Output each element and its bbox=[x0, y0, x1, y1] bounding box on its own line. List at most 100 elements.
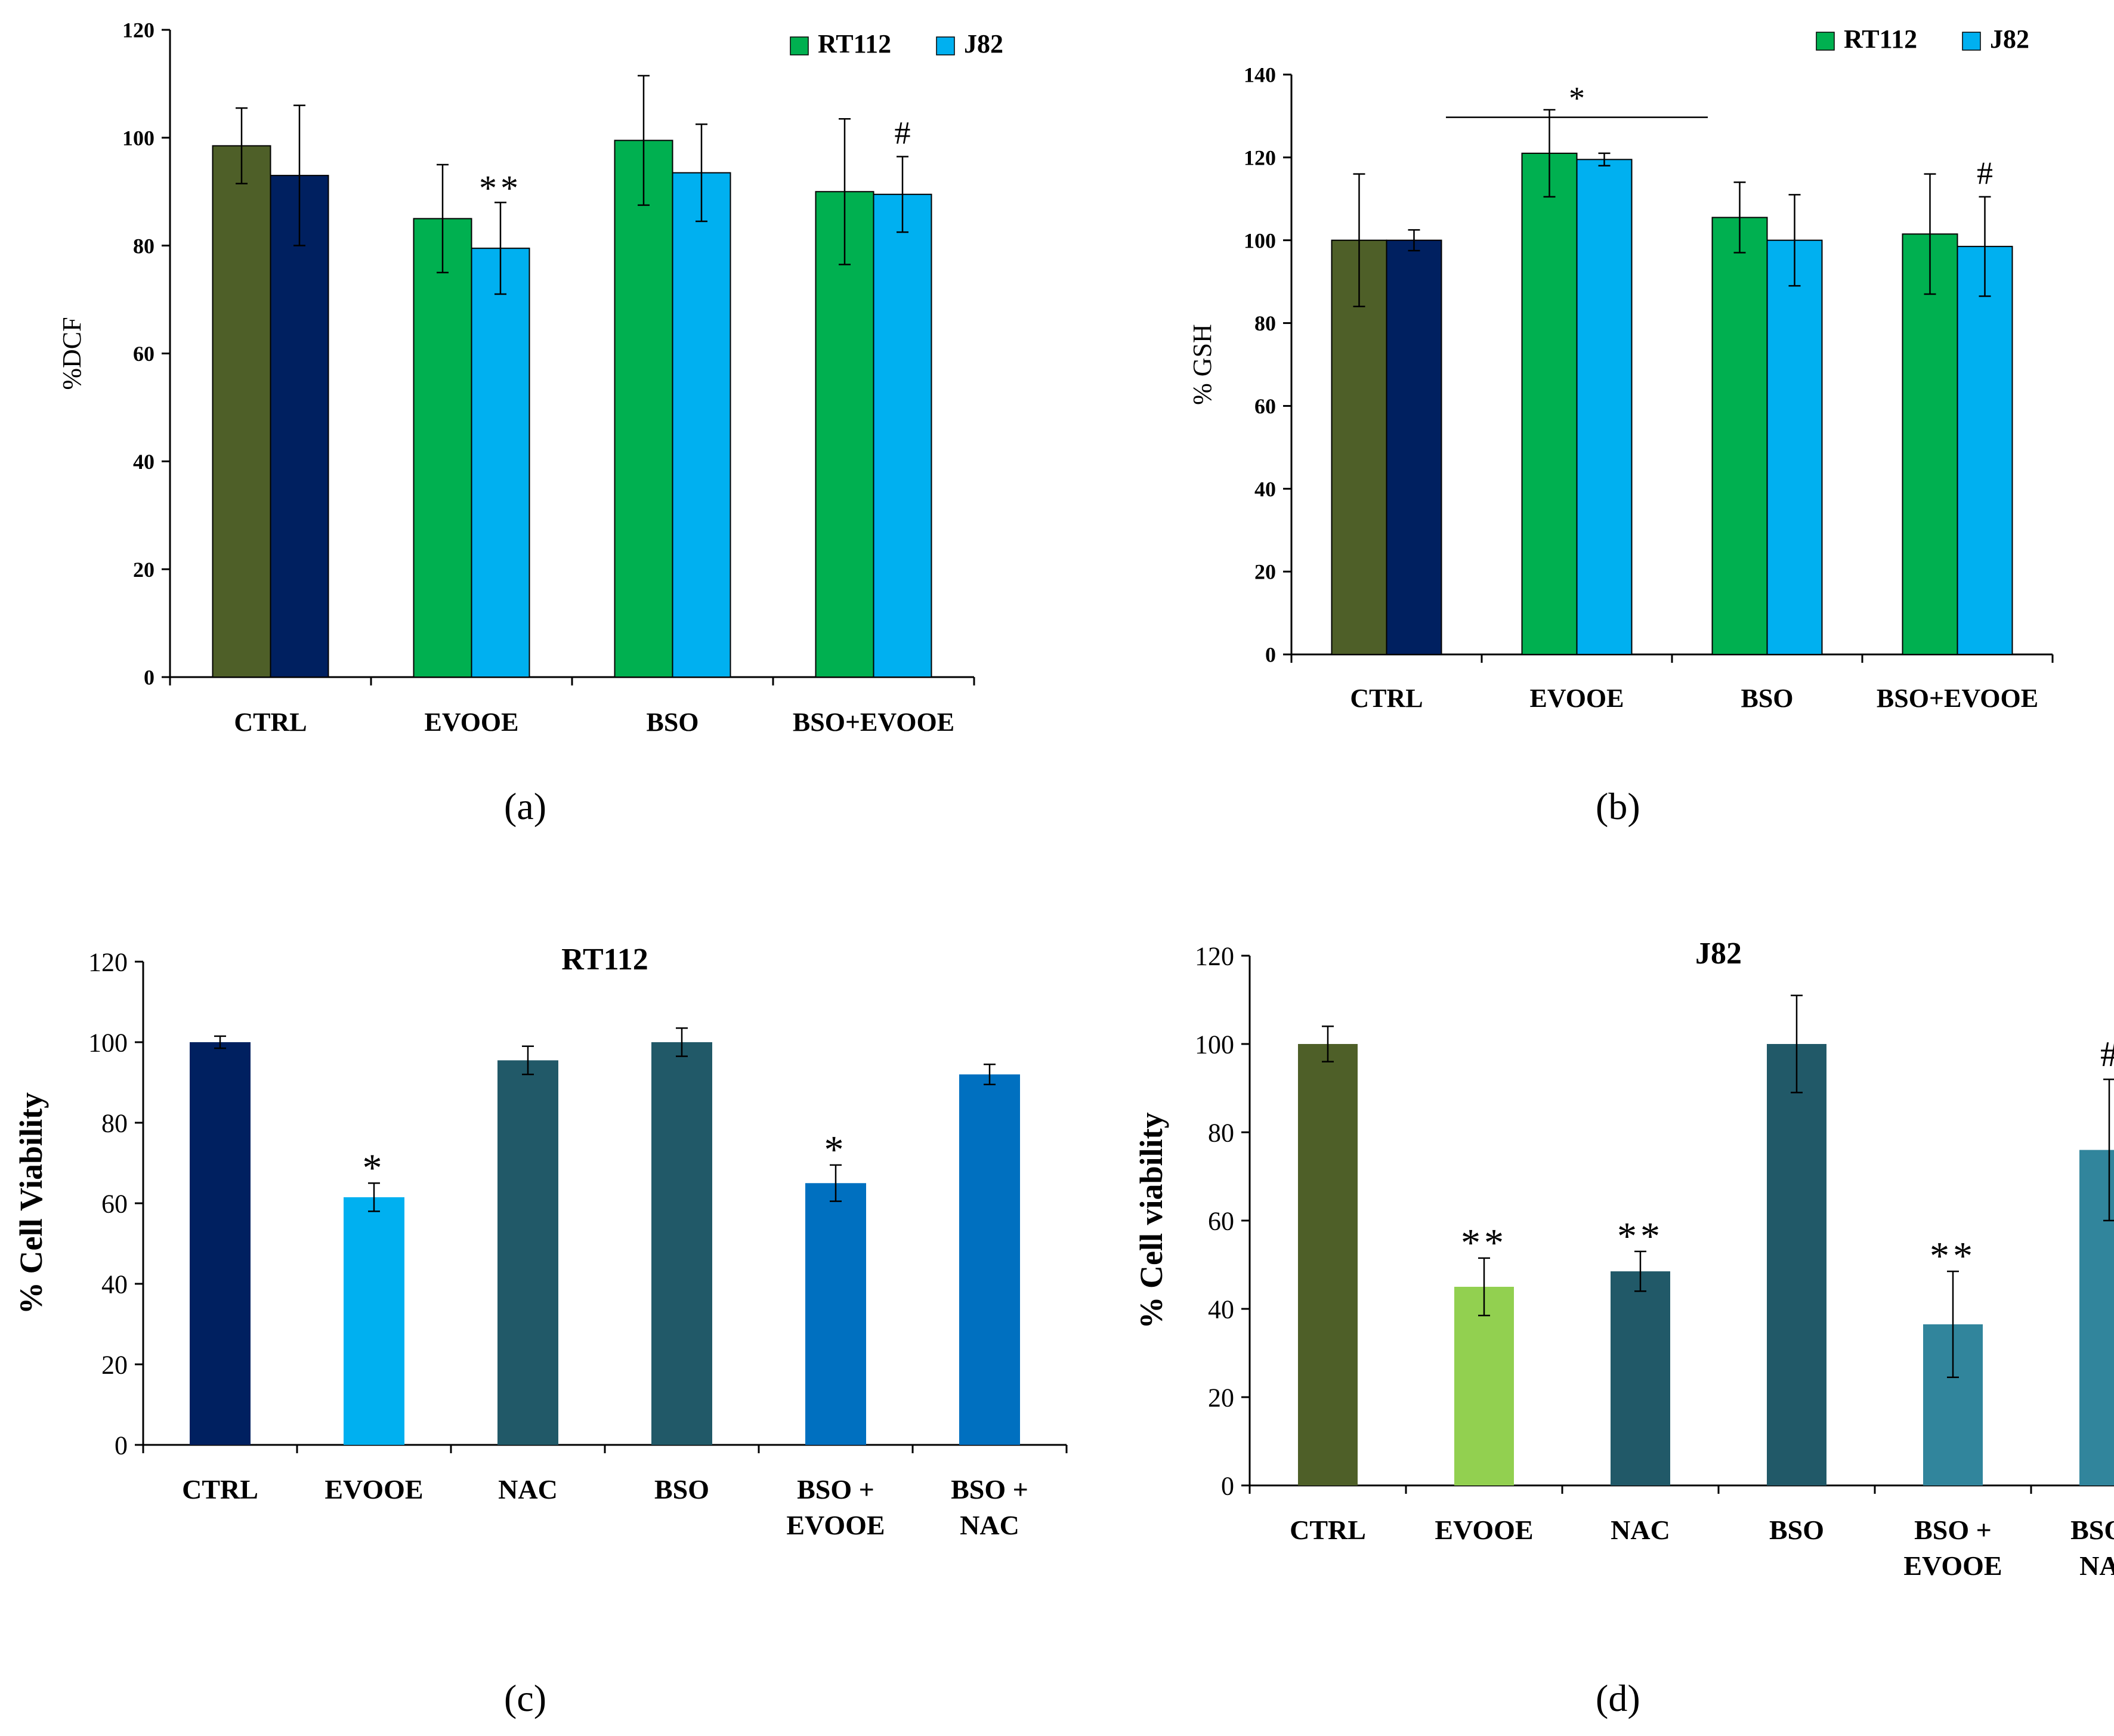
legend-label: RT112 bbox=[1844, 24, 1917, 54]
bar-J82-3 bbox=[1767, 1044, 1826, 1485]
significance-mark: ** bbox=[1461, 1221, 1507, 1265]
bar-J82-0 bbox=[1298, 1044, 1358, 1485]
bar-RT112-3 bbox=[651, 1042, 712, 1445]
legend-swatch-J82 bbox=[936, 36, 955, 55]
x-category-label-line: BSO bbox=[1769, 1515, 1824, 1545]
x-category-label: BSO bbox=[654, 1474, 709, 1505]
significance-mark: ** bbox=[1617, 1215, 1664, 1258]
chart-b: 0 20 40 60 80 100 120 140 CTRL EVOOE BSO BSO+EVOOE%… bbox=[1188, 24, 2054, 713]
y-tick-label: 40 bbox=[101, 1269, 128, 1299]
chart-a: 0 20 40 60 80 100 120 CTRL EVOOE BSO BSO+EVOOE %DCF… bbox=[57, 18, 1003, 737]
x-category-label: CTRL bbox=[234, 708, 307, 737]
x-category-label: EVOOE bbox=[324, 1474, 423, 1505]
y-tick-label: 20 bbox=[133, 558, 154, 582]
x-category-label-line: BSO+EVOOE bbox=[1877, 684, 2038, 713]
x-category-label-line: BSO+EVOOE bbox=[793, 708, 954, 737]
y-axis-label: %DCF bbox=[57, 317, 86, 390]
panel-label-d: (d) bbox=[1596, 1677, 1640, 1719]
bar-RT112-1 bbox=[413, 218, 472, 678]
bar-RT112-0 bbox=[190, 1042, 251, 1445]
x-category-label-line: BSO + bbox=[2070, 1515, 2114, 1545]
x-category-label-line: NAC bbox=[2079, 1550, 2114, 1581]
significance-mark: # bbox=[2100, 1034, 2114, 1074]
legend-label: J82 bbox=[964, 29, 1003, 58]
y-tick-label: 80 bbox=[1208, 1118, 1234, 1147]
legend-swatch-RT112 bbox=[790, 36, 809, 55]
x-category-label-line: CTRL bbox=[1290, 1515, 1366, 1545]
bar-J82-2 bbox=[1611, 1271, 1670, 1485]
y-tick-label: 0 bbox=[1265, 643, 1276, 667]
y-tick-label: 40 bbox=[133, 450, 154, 474]
x-category-label: CTRL bbox=[1350, 684, 1423, 713]
x-category-label: BSO + NAC bbox=[2070, 1515, 2114, 1581]
bar-RT112-4 bbox=[805, 1183, 866, 1445]
x-category-label: BSO + NAC bbox=[951, 1474, 1028, 1540]
significance-mark: * bbox=[824, 1128, 848, 1172]
y-tick-label: 20 bbox=[101, 1350, 128, 1379]
y-tick-label: 0 bbox=[1221, 1471, 1234, 1500]
x-category-label-line: BSO + bbox=[797, 1474, 874, 1505]
x-category-label-line: NAC bbox=[960, 1510, 1019, 1540]
significance-mark: * bbox=[1569, 81, 1585, 116]
x-category-label-line: BSO bbox=[654, 1474, 709, 1505]
y-tick-label: 60 bbox=[101, 1189, 128, 1218]
y-tick-label: 140 bbox=[1244, 63, 1276, 87]
chart-title: J82 bbox=[1695, 937, 1742, 971]
panel-label-b: (b) bbox=[1596, 785, 1640, 827]
significance-mark: * bbox=[363, 1146, 386, 1190]
x-category-label: NAC bbox=[1611, 1515, 1670, 1545]
bar-RT112-1 bbox=[1521, 152, 1578, 655]
y-axis-label: % Cell viability bbox=[1133, 1113, 1169, 1329]
x-category-label-line: EVOOE bbox=[1529, 684, 1624, 713]
y-tick-label: 120 bbox=[1244, 146, 1276, 169]
y-tick-label: 20 bbox=[1254, 560, 1276, 584]
legend-label: RT112 bbox=[818, 29, 891, 58]
y-tick-label: 60 bbox=[1254, 394, 1276, 418]
chart-title: RT112 bbox=[561, 943, 648, 977]
y-tick-label: 100 bbox=[1195, 1030, 1234, 1059]
y-tick-label: 120 bbox=[88, 947, 128, 977]
x-category-label: BSO+EVOOE bbox=[1877, 684, 2038, 713]
y-tick-label: 100 bbox=[1244, 228, 1276, 252]
x-category-label: BSO bbox=[1769, 1515, 1824, 1545]
x-category-label-line: CTRL bbox=[182, 1474, 258, 1505]
x-category-label-line: NAC bbox=[1611, 1515, 1670, 1545]
bar-RT112-1 bbox=[344, 1197, 404, 1445]
x-category-label: EVOOE bbox=[1435, 1515, 1533, 1545]
y-tick-label: 80 bbox=[101, 1108, 128, 1138]
panel-label-a: (a) bbox=[504, 785, 547, 827]
x-category-label: BSO bbox=[646, 708, 699, 737]
y-tick-label: 80 bbox=[1254, 311, 1276, 335]
legend-swatch-J82 bbox=[1962, 32, 1981, 51]
bar-J82-5 bbox=[2079, 1150, 2114, 1485]
bar-J82-0 bbox=[270, 175, 329, 678]
x-category-label-line: BSO bbox=[1741, 684, 1793, 713]
x-category-label-line: EVOOE bbox=[324, 1474, 423, 1505]
y-tick-label: 120 bbox=[1195, 941, 1234, 971]
bar-J82-0 bbox=[1386, 239, 1442, 655]
y-axis-label: % GSH bbox=[1188, 324, 1217, 405]
x-category-label-line: EVOOE bbox=[1435, 1515, 1533, 1545]
significance-mark: ** bbox=[479, 168, 522, 208]
x-category-label: CTRL bbox=[1290, 1515, 1366, 1545]
y-tick-label: 100 bbox=[88, 1028, 128, 1057]
y-tick-label: 40 bbox=[1254, 477, 1276, 501]
x-category-label-line: EVOOE bbox=[1903, 1550, 2002, 1581]
x-category-label-line: CTRL bbox=[1350, 684, 1423, 713]
bar-RT112-0 bbox=[1331, 239, 1387, 655]
x-category-label: BSO + EVOOE bbox=[786, 1474, 885, 1540]
y-tick-label: 0 bbox=[144, 666, 154, 690]
x-category-label-line: BSO + bbox=[1914, 1515, 1992, 1545]
bar-RT112-3 bbox=[1902, 233, 1958, 655]
chart-d: 0 20 40 60 80 100 120 CTRL EVOOE NAC BSO BSO + EVOOE… bbox=[1133, 937, 2114, 1581]
chart-c: 0 20 40 60 80 100 120 CTRL EVOOE NAC BSO BSO + EVOOE… bbox=[13, 943, 1068, 1540]
legend-label: J82 bbox=[1990, 24, 2029, 54]
bar-RT112-2 bbox=[497, 1060, 558, 1445]
bar-J82-2 bbox=[1766, 239, 1823, 655]
bar-RT112-3 bbox=[815, 191, 874, 678]
bar-J82-1 bbox=[471, 248, 530, 678]
bar-J82-1 bbox=[1576, 159, 1633, 656]
x-category-label-line: CTRL bbox=[234, 708, 307, 737]
bar-J82-3 bbox=[873, 193, 932, 678]
